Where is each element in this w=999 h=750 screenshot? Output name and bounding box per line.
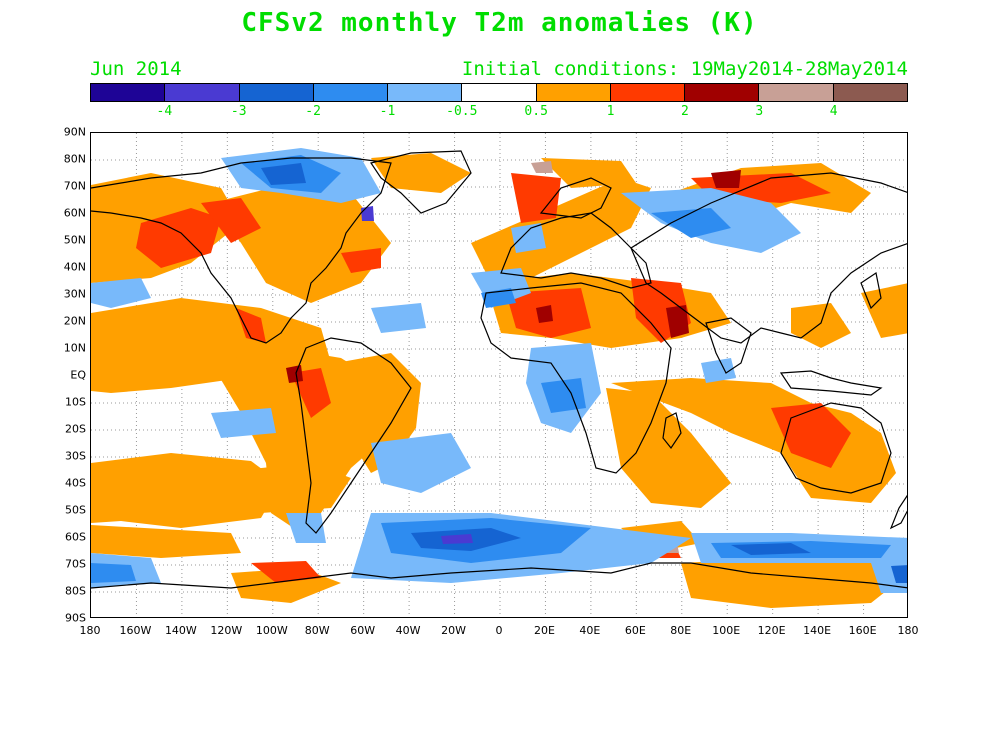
latitude-label: 80S — [65, 584, 86, 598]
coastlines — [91, 150, 907, 589]
longitude-label: 40E — [579, 624, 601, 637]
colorbar-label: -3 — [230, 104, 247, 119]
colorbar-swatch — [759, 84, 834, 101]
longitude-label: 60W — [350, 624, 376, 637]
longitude-label: 120E — [757, 624, 786, 637]
initial-conditions-label: Initial conditions: 19May2014-28May2014 — [461, 58, 908, 80]
longitude-label: 20E — [533, 624, 555, 637]
colorbar-swatch — [91, 84, 166, 101]
longitude-label: 80W — [304, 624, 330, 637]
colorbar-swatch — [388, 84, 463, 101]
latitude-label: 30N — [63, 287, 86, 301]
longitude-label: 80E — [670, 624, 692, 637]
colorbar-swatch — [610, 84, 686, 101]
latitude-label: 10N — [63, 341, 86, 355]
colorbar-label: 4 — [829, 104, 838, 119]
latitude-label: 30S — [65, 449, 86, 463]
latitude-label: 90N — [63, 125, 86, 139]
latitude-label: 20N — [63, 314, 86, 328]
latitude-label: 80N — [63, 152, 86, 166]
colorbar-label: 1 — [606, 104, 615, 119]
colorbar — [90, 83, 908, 102]
longitude-label: 140W — [164, 624, 197, 637]
map-canvas — [91, 133, 907, 617]
latitude-label: 40N — [63, 260, 86, 274]
latitude-label: 60S — [65, 530, 86, 544]
latitude-label: 20S — [65, 422, 86, 436]
latitude-label: 50S — [65, 503, 86, 517]
warm-anomaly-2-to-3 — [286, 170, 741, 383]
latitude-label: 90S — [65, 611, 86, 625]
colorbar-label: -4 — [156, 104, 173, 119]
latitude-label: 10S — [65, 395, 86, 409]
longitude-label: 180 — [79, 624, 101, 637]
latitude-label: 70N — [63, 179, 86, 193]
longitude-label: 160W — [119, 624, 152, 637]
colorbar-swatch — [165, 84, 240, 101]
colorbar-label: 3 — [755, 104, 764, 119]
colorbar-swatch — [685, 84, 760, 101]
colorbar-swatch — [462, 84, 537, 101]
colorbar-swatch — [313, 84, 389, 101]
longitude-label: 0 — [495, 624, 503, 637]
colorbar-label: 2 — [680, 104, 689, 119]
latitude-label: 70S — [65, 557, 86, 571]
colorbar-label: -0.5 — [446, 104, 478, 119]
map-title: CFSv2 monthly T2m anomalies (K) — [241, 8, 758, 38]
longitude-label: 160E — [848, 624, 877, 637]
anomaly-map — [90, 132, 908, 618]
longitude-label: 140E — [803, 624, 832, 637]
valid-month-label: Jun 2014 — [90, 58, 182, 80]
longitude-label: 60E — [624, 624, 646, 637]
latitude-label: 50N — [63, 233, 86, 247]
colorbar-swatch — [536, 84, 611, 101]
colorbar-label: -2 — [305, 104, 321, 119]
longitude-label: 40W — [395, 624, 421, 637]
longitude-label: 20W — [441, 624, 466, 637]
colorbar-swatch — [239, 84, 314, 101]
latitude-label: 40S — [65, 476, 86, 490]
longitude-label: 120W — [210, 624, 243, 637]
colorbar-swatch — [833, 84, 907, 101]
latitude-label: 60N — [63, 206, 86, 220]
longitude-label: 100E — [712, 624, 741, 637]
longitude-label: 180 — [897, 624, 919, 637]
colorbar-label: -1 — [379, 104, 396, 119]
colorbar-label: 0.5 — [524, 104, 548, 119]
latitude-label: EQ — [70, 368, 86, 382]
longitude-label: 100W — [255, 624, 288, 637]
